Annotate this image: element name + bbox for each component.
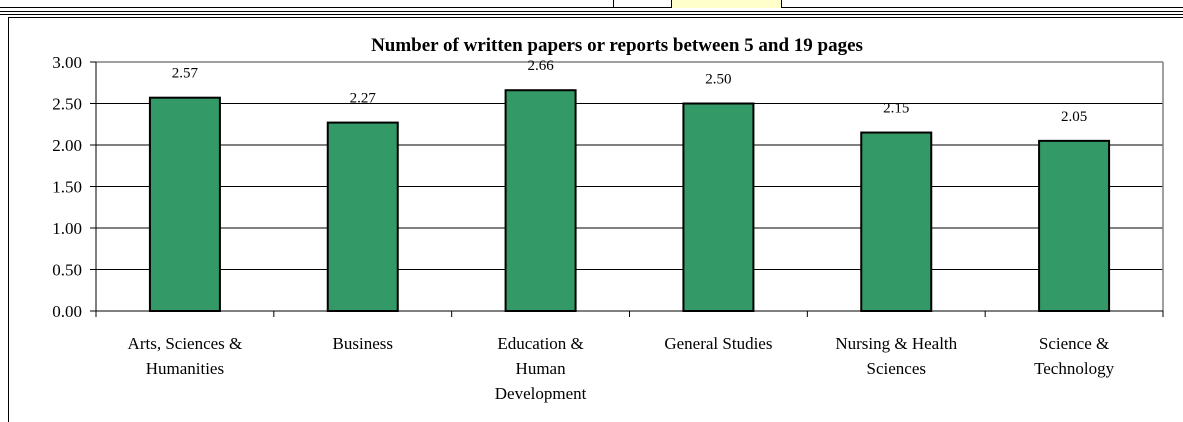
- x-category-label-line: Science &: [1039, 334, 1109, 353]
- x-category-label: Education & Human Development: [495, 334, 587, 403]
- x-category-label-line: Development: [495, 384, 587, 403]
- x-category-label-line: Humanities: [146, 359, 224, 378]
- chart-title: Number of written papers or reports betw…: [371, 35, 863, 56]
- spreadsheet-header-rows: [0, 0, 1183, 15]
- x-category-label-line: Human: [516, 359, 567, 378]
- cell-border: [0, 14, 1183, 15]
- y-tick-label: 1.00: [52, 219, 82, 238]
- bar: [860, 131, 933, 312]
- axes: [90, 61, 1164, 317]
- y-tick-label: 0.00: [52, 302, 82, 321]
- bar: [148, 96, 221, 312]
- x-category-label: Science & Technology: [1034, 334, 1115, 378]
- x-category-label-line: Arts, Sciences &: [128, 334, 243, 353]
- x-category-label-line: Nursing & Health: [835, 334, 957, 353]
- x-category-label-line: Technology: [1034, 359, 1115, 378]
- data-label: 2.15: [883, 101, 909, 117]
- data-label: 2.27: [350, 91, 377, 107]
- y-tick-label: 3.00: [52, 53, 82, 72]
- bar: [682, 102, 755, 312]
- x-category-label: Nursing & Health Sciences: [835, 334, 957, 378]
- cell-border: [0, 11, 1183, 12]
- bar: [1038, 139, 1111, 312]
- chart-area[interactable]: [8, 17, 1183, 422]
- y-axis-tick-labels: 0.00 0.50 1.00 1.50 2.00 2.50 3.00: [52, 53, 82, 321]
- data-label: 2.50: [705, 72, 731, 88]
- x-category-label: Business: [333, 334, 393, 353]
- highlighted-cell[interactable]: [671, 0, 781, 8]
- x-axis-category-labels: Arts, Sciences & Humanities Business Educat…: [128, 334, 1115, 403]
- y-tick-label: 0.50: [52, 261, 82, 280]
- x-category-label-line: General Studies: [664, 334, 772, 353]
- data-label: 2.57: [172, 66, 199, 82]
- y-tick-label: 2.50: [52, 95, 82, 114]
- bar: [504, 89, 577, 312]
- cell-border: [0, 7, 1183, 8]
- data-labels: 2.57 2.27 2.66 2.50 2.15 2.05: [172, 58, 1087, 125]
- cell-border: [613, 0, 614, 8]
- x-category-label-line: Sciences: [867, 359, 926, 378]
- x-category-label: General Studies: [664, 334, 772, 353]
- cell-border: [671, 0, 672, 8]
- grid-lines: [96, 103, 1163, 270]
- cell-border: [781, 0, 782, 8]
- x-category-label-line: Business: [333, 334, 393, 353]
- x-category-label: Arts, Sciences & Humanities: [128, 334, 243, 378]
- data-label: 2.05: [1061, 109, 1087, 125]
- bars: [148, 89, 1111, 312]
- plot-area-border: [96, 61, 1164, 311]
- y-tick-label: 1.50: [52, 178, 82, 197]
- bar: [326, 121, 399, 312]
- data-label: 2.66: [527, 58, 554, 74]
- x-category-label-line: Education &: [497, 334, 583, 353]
- y-tick-label: 2.00: [52, 136, 82, 155]
